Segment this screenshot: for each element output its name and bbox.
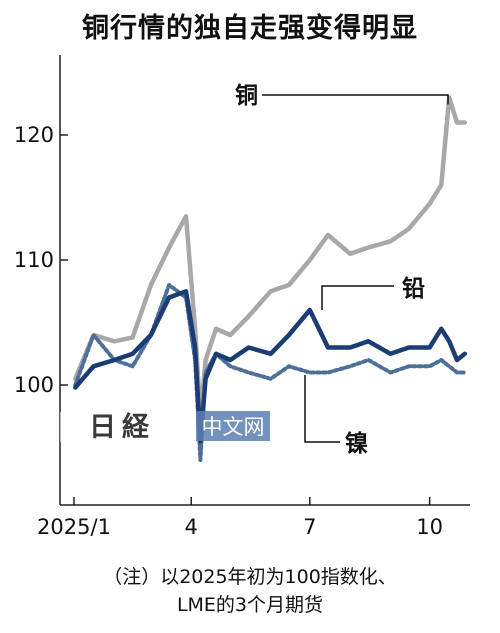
series-label-0: 铜 [235, 82, 258, 109]
x-tick-label: 4 [185, 515, 198, 539]
y-tick-label: 120 [14, 123, 54, 147]
series-line-0 [73, 95, 468, 419]
lead-leader-line [321, 285, 394, 310]
watermark-site-box [196, 411, 270, 441]
x-tick-label: 2025/1 [37, 515, 111, 539]
series-labels: 铜铅镍 [235, 82, 449, 457]
series-label-1: 铅 [402, 275, 425, 302]
series-line-1 [73, 289, 468, 444]
y-tick-label: 110 [14, 248, 54, 272]
series-layer [73, 95, 468, 462]
chart-axes: 100 110 120 2025/1 4 7 10 [14, 55, 470, 539]
watermark-logo: 日経 [89, 411, 155, 443]
x-tick-label: 7 [303, 515, 316, 539]
nickel-leader-line [304, 375, 340, 443]
chart-title: 铜行情的独自走强变得明显 [82, 13, 418, 44]
footnote-line-2: LME的3个月期货 [176, 594, 324, 616]
nikkei-watermark: 日経 中文网 [60, 411, 270, 443]
series-label-2: 镍 [345, 430, 368, 457]
x-tick-label: 10 [416, 515, 443, 539]
watermark-site: 中文网 [202, 415, 265, 439]
watermark-logo-box [60, 412, 190, 442]
footnote-line-1: （注）以2025年初为100指数化、 [103, 566, 397, 588]
y-tick-label: 100 [14, 373, 54, 397]
copper-leader-line [262, 94, 449, 105]
